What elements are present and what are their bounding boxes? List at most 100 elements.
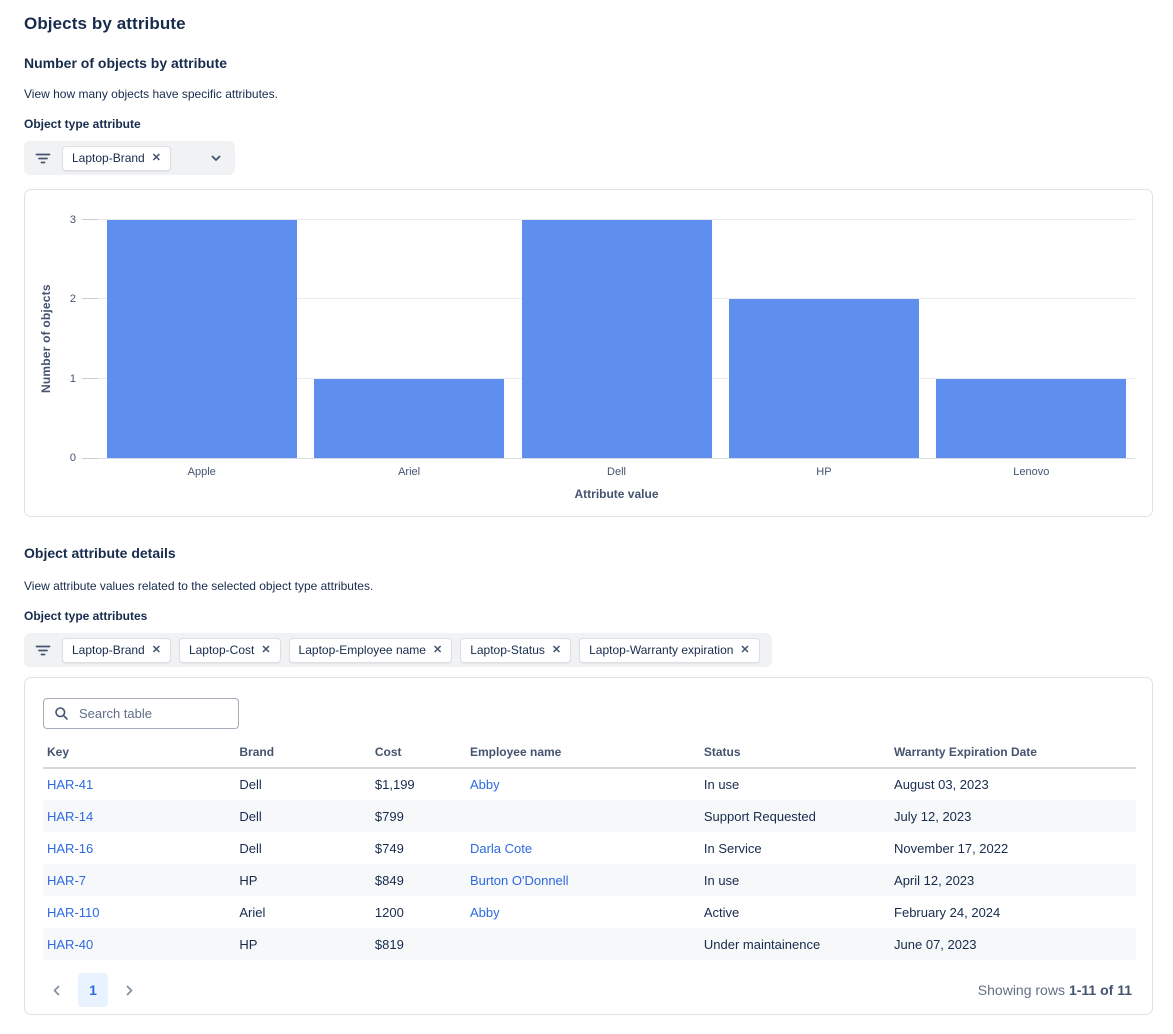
gridline-y-0 <box>98 458 1135 459</box>
x-tick-label-dell: Dell <box>607 466 626 478</box>
key-cell: HAR-40 <box>43 928 236 960</box>
warranty-cell: November 17, 2022 <box>894 840 1009 856</box>
y-tick-label-1: 1 <box>69 372 76 385</box>
filter-chip-label: Laptop-Warranty expiration <box>589 642 734 657</box>
previous-page-button[interactable] <box>45 979 68 1002</box>
warranty-cell: April 12, 2023 <box>890 864 1136 896</box>
column-header-brand[interactable]: Brand <box>235 741 371 769</box>
filter-chip-laptop-employee-name: Laptop-Employee name ✕ <box>288 637 453 663</box>
employee-link[interactable]: Abby <box>469 904 500 920</box>
chart-section: Number of objects by attribute View how … <box>24 55 1153 517</box>
key-cell: HAR-7 <box>43 864 236 896</box>
cost-cell: 1200 <box>374 904 404 920</box>
status-cell: Under maintainence <box>699 928 891 960</box>
status-cell: In Service <box>703 840 762 856</box>
chip-remove-icon[interactable]: ✕ <box>151 643 161 656</box>
brand-cell: Dell <box>239 777 262 792</box>
column-header-employee[interactable]: Employee name <box>465 741 700 769</box>
y-tick-mark <box>82 219 98 220</box>
table-row-har-14: HAR-14 Dell $799 Support Requested July 12, … <box>43 800 1136 832</box>
column-header-key[interactable]: Key <box>43 741 236 769</box>
page-1-button[interactable]: 1 <box>78 973 108 1007</box>
employee-link[interactable]: Abby <box>469 777 500 792</box>
rows-summary-prefix: Showing rows <box>977 982 1065 998</box>
y-tick-label-2: 2 <box>69 293 76 306</box>
key-cell: HAR-41 <box>43 768 235 800</box>
table-row-har-7: HAR-7 HP $849 Burton O'Donnell In use April 1… <box>43 864 1136 896</box>
details-section: Object attribute details View attribute … <box>24 545 1153 1015</box>
next-page-button[interactable] <box>118 979 141 1002</box>
search-input[interactable] <box>77 705 230 722</box>
employee-cell <box>465 800 700 832</box>
filter-chip-label: Laptop-Brand <box>72 642 145 657</box>
chart-x-tick-labels: Apple Ariel Dell HP Lenovo <box>98 466 1135 478</box>
filter-icon <box>34 641 52 659</box>
table-row-har-16: HAR-16 Dell $749 Darla Cote In Service Novemb… <box>43 832 1136 864</box>
chip-remove-icon[interactable]: ✕ <box>261 643 271 656</box>
y-tick-mark <box>82 377 98 379</box>
object-type-attributes-label: Object type attributes <box>24 609 148 623</box>
table-row-har-110: HAR-110 Ariel 1200 Abby Active February 24, 2… <box>43 896 1136 928</box>
brand-cell: Ariel <box>239 904 266 920</box>
x-tick-label-hp: HP <box>816 466 832 478</box>
cost-cell: $1,199 <box>374 777 415 792</box>
key-cell: HAR-16 <box>43 832 235 864</box>
cost-cell: $849 <box>370 864 466 896</box>
y-tick-label-3: 3 <box>69 214 76 226</box>
chart-section-heading: Number of objects by attribute <box>24 55 228 71</box>
key-link[interactable]: HAR-40 <box>47 936 94 952</box>
details-section-description: View attribute values related to the sel… <box>24 579 374 593</box>
employee-link[interactable]: Darla Cote <box>469 840 533 856</box>
gridline-y-3 <box>98 219 1135 220</box>
key-cell: HAR-14 <box>43 800 236 832</box>
key-link[interactable]: HAR-7 <box>47 872 87 888</box>
filter-chip-label: Laptop-Status <box>470 642 545 657</box>
chart-y-axis-title: Number of objects <box>39 284 53 394</box>
table-search-box <box>43 698 239 729</box>
warranty-cell: July 12, 2023 <box>890 800 1136 832</box>
bar-ariel <box>314 378 505 458</box>
brand-cell: Dell <box>239 840 262 856</box>
rows-summary: Showing rows 1-11 of 11 <box>978 982 1132 998</box>
brand-cell: HP <box>235 928 371 960</box>
warranty-cell: June 07, 2023 <box>890 928 1136 960</box>
cost-cell: $799 <box>370 800 466 832</box>
key-link[interactable]: HAR-110 <box>47 904 100 920</box>
status-cell: In use <box>699 864 891 896</box>
page-title: Objects by attribute <box>24 14 186 33</box>
column-header-warranty[interactable]: Warranty Expiration Date <box>890 741 1136 769</box>
chip-remove-icon[interactable]: ✕ <box>551 643 562 656</box>
bar-dell <box>521 220 712 458</box>
attribute-details-table: Key Brand Cost Employee name Status Warranty … <box>43 741 1136 960</box>
status-cell: In use <box>703 777 740 792</box>
bar-chart-card: Number of objects 0 1 2 3 Apple Ariel Dell HP L… <box>24 189 1153 517</box>
search-icon <box>54 706 69 721</box>
chart-filter-chips: Laptop-Brand ✕ <box>62 145 171 171</box>
column-header-status[interactable]: Status <box>699 741 891 769</box>
key-link[interactable]: HAR-14 <box>47 808 94 824</box>
chip-remove-icon[interactable]: ✕ <box>740 643 750 656</box>
brand-cell: HP <box>235 864 371 896</box>
chevron-down-icon[interactable] <box>209 151 223 165</box>
filter-chip-laptop-cost: Laptop-Cost ✕ <box>178 637 281 663</box>
object-type-attribute-dropdown[interactable]: Laptop-Brand ✕ <box>24 141 235 175</box>
key-link[interactable]: HAR-41 <box>47 777 94 792</box>
x-tick-label-apple: Apple <box>187 466 216 478</box>
column-header-cost[interactable]: Cost <box>370 741 466 769</box>
filter-chip-laptop-warranty-expiration: Laptop-Warranty expiration ✕ <box>579 637 760 663</box>
pagination: 1 <box>45 973 141 1007</box>
employee-link[interactable]: Burton O'Donnell <box>469 872 569 888</box>
key-cell: HAR-110 <box>43 896 235 928</box>
key-link[interactable]: HAR-16 <box>47 840 94 856</box>
chevron-left-icon <box>49 983 64 998</box>
object-type-attributes-dropdown[interactable]: Laptop-Brand ✕ Laptop-Cost ✕ Laptop-Employee… <box>24 633 772 667</box>
details-section-heading: Object attribute details <box>24 545 176 561</box>
table-footer: 1 Showing rows 1-11 of 11 <box>43 973 1134 1007</box>
rows-summary-range: 1-11 of 11 <box>1068 982 1132 998</box>
chip-remove-icon[interactable]: ✕ <box>432 643 443 656</box>
filter-chip-label: Laptop-Brand <box>72 150 145 165</box>
object-type-attribute-label: Object type attribute <box>24 117 141 131</box>
chart-section-description: View how many objects have specific attr… <box>24 87 278 101</box>
chip-remove-icon[interactable]: ✕ <box>151 151 161 164</box>
